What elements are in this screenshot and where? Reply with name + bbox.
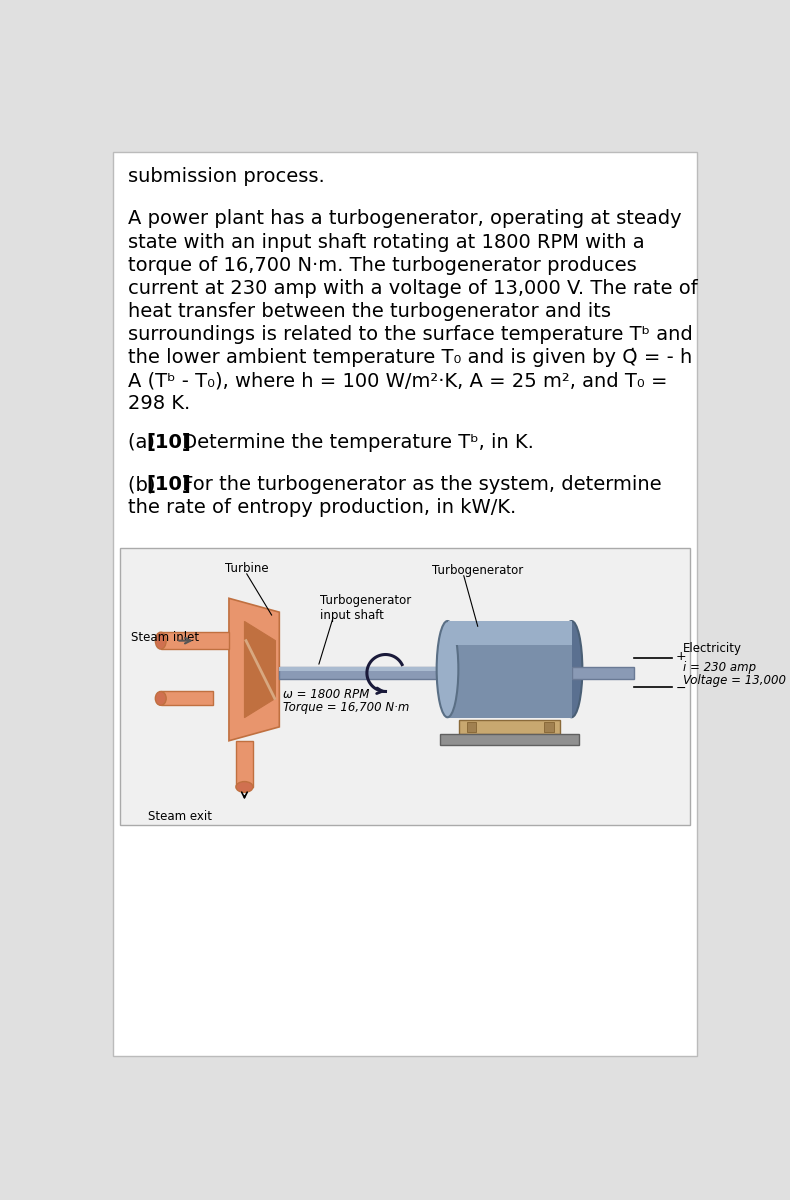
Text: For the turbogenerator as the system, determine: For the turbogenerator as the system, de… xyxy=(176,475,662,494)
Bar xyxy=(280,667,447,679)
Text: Steam exit: Steam exit xyxy=(148,810,212,823)
Text: current at 230 amp with a voltage of 13,000 V. The rate of: current at 230 amp with a voltage of 13,… xyxy=(128,278,698,298)
Text: (a): (a) xyxy=(128,433,161,451)
Ellipse shape xyxy=(156,691,166,706)
FancyBboxPatch shape xyxy=(113,151,697,1056)
Polygon shape xyxy=(229,599,280,740)
Text: Turbogenerator: Turbogenerator xyxy=(432,564,523,577)
Bar xyxy=(467,721,476,732)
Text: Turbogenerator
input shaft: Turbogenerator input shaft xyxy=(320,594,411,623)
Ellipse shape xyxy=(437,622,458,718)
Bar xyxy=(440,734,579,744)
Bar xyxy=(160,691,213,706)
Text: [10]: [10] xyxy=(147,433,191,451)
Ellipse shape xyxy=(156,632,166,649)
Text: Electricity: Electricity xyxy=(683,642,742,655)
Text: ω = 1800 RPM: ω = 1800 RPM xyxy=(283,689,370,701)
Text: −: − xyxy=(675,682,686,695)
Bar xyxy=(571,667,634,679)
Bar xyxy=(447,622,571,718)
Text: submission process.: submission process. xyxy=(128,167,325,186)
Text: Determine the temperature Tᵇ, in K.: Determine the temperature Tᵇ, in K. xyxy=(176,433,534,451)
Text: [10]: [10] xyxy=(147,475,191,494)
Text: A power plant has a turbogenerator, operating at steady: A power plant has a turbogenerator, oper… xyxy=(128,210,682,228)
Text: the rate of entropy production, in kW/K.: the rate of entropy production, in kW/K. xyxy=(128,498,517,517)
Text: A (Tᵇ - T₀), where h = 100 W/m²·K, A = 25 m², and T₀ =: A (Tᵇ - T₀), where h = 100 W/m²·K, A = 2… xyxy=(128,371,668,390)
Text: heat transfer between the turbogenerator and its: heat transfer between the turbogenerator… xyxy=(128,302,611,320)
Bar xyxy=(236,740,253,787)
Text: (b): (b) xyxy=(128,475,162,494)
Text: Torque = 16,700 N·m: Torque = 16,700 N·m xyxy=(283,701,409,714)
Text: state with an input shaft rotating at 1800 RPM with a: state with an input shaft rotating at 18… xyxy=(128,233,645,252)
Text: torque of 16,700 N·m. The turbogenerator produces: torque of 16,700 N·m. The turbogenerator… xyxy=(128,256,637,275)
Ellipse shape xyxy=(236,781,253,792)
FancyBboxPatch shape xyxy=(120,548,690,826)
Text: Voltage = 13,000 V: Voltage = 13,000 V xyxy=(683,673,790,686)
Bar xyxy=(459,720,560,734)
Bar xyxy=(544,721,554,732)
Bar xyxy=(160,632,229,649)
Polygon shape xyxy=(244,622,276,718)
Text: Turbine: Turbine xyxy=(225,562,269,575)
Text: surroundings is related to the surface temperature Tᵇ and: surroundings is related to the surface t… xyxy=(128,325,693,344)
Bar xyxy=(447,622,571,646)
Text: 298 K.: 298 K. xyxy=(128,395,190,413)
Text: the lower ambient temperature T₀ and is given by Q̇ = - h: the lower ambient temperature T₀ and is … xyxy=(128,348,693,367)
Text: Steam inlet: Steam inlet xyxy=(131,631,199,644)
Text: +: + xyxy=(675,649,686,662)
Ellipse shape xyxy=(561,622,582,718)
Text: i = 230 amp: i = 230 amp xyxy=(683,661,756,674)
Bar xyxy=(280,667,447,671)
